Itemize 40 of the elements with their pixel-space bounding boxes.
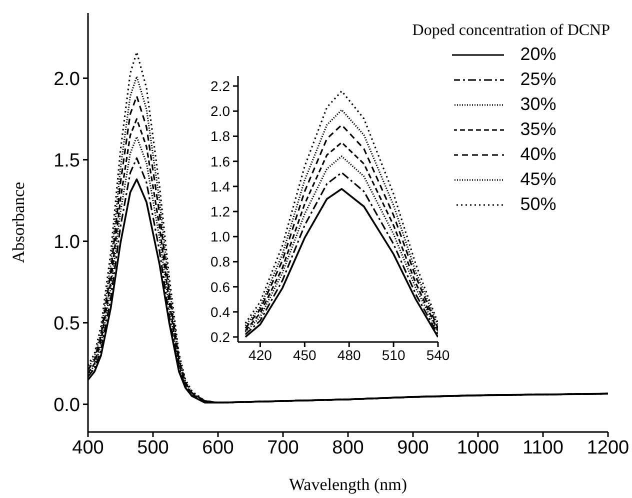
y-axis-title: Absorbance (9, 182, 28, 264)
y-tick-label: 0.6 (210, 278, 230, 295)
y-tick-label: 0.5 (54, 314, 80, 335)
y-tick-label: 0.8 (210, 254, 230, 270)
x-tick-label: 700 (267, 437, 299, 458)
legend-label: 40% (520, 144, 556, 165)
y-tick-label: 0.0 (54, 395, 80, 416)
x-tick-label: 1100 (522, 437, 564, 458)
y-tick-label: 1.4 (210, 178, 230, 194)
legend-label: 20% (520, 44, 556, 65)
x-tick-label: 600 (202, 437, 234, 458)
y-tick-label: 1.6 (210, 153, 230, 170)
legend-label: 35% (520, 119, 556, 140)
y-tick-label: 0.2 (210, 328, 230, 345)
y-tick-label: 2.0 (54, 68, 80, 90)
x-tick-label: 540 (426, 346, 450, 363)
x-tick-label: 800 (332, 437, 364, 458)
legend-label: 30% (520, 94, 556, 115)
y-tick-label: 1.5 (54, 150, 80, 172)
y-tick-label: 1.0 (54, 232, 80, 253)
x-tick-label: 400 (72, 437, 104, 458)
y-tick-label: 1.8 (210, 128, 230, 144)
x-tick-label: 900 (397, 437, 429, 458)
legend-label: 45% (520, 169, 556, 190)
y-tick-label: 0.4 (210, 304, 230, 320)
y-tick-label: 2.0 (210, 103, 230, 120)
x-axis-title: Wavelength (nm) (288, 475, 408, 494)
y-tick-label: 1.2 (210, 203, 230, 220)
legend-label: 50% (520, 194, 556, 215)
x-tick-label: 1200 (586, 437, 630, 458)
x-tick-label: 510 (382, 346, 406, 363)
legend-label: 25% (520, 69, 556, 90)
y-tick-label: 1.0 (210, 228, 230, 245)
x-tick-label: 500 (137, 437, 169, 458)
legend-title: Doped concentration of DCNP (412, 22, 610, 40)
x-tick-label: 1000 (456, 437, 500, 458)
y-tick-label: 2.2 (210, 78, 230, 94)
x-tick-label: 420 (248, 346, 272, 363)
x-tick-label: 450 (292, 346, 317, 363)
x-tick-label: 480 (337, 346, 362, 363)
